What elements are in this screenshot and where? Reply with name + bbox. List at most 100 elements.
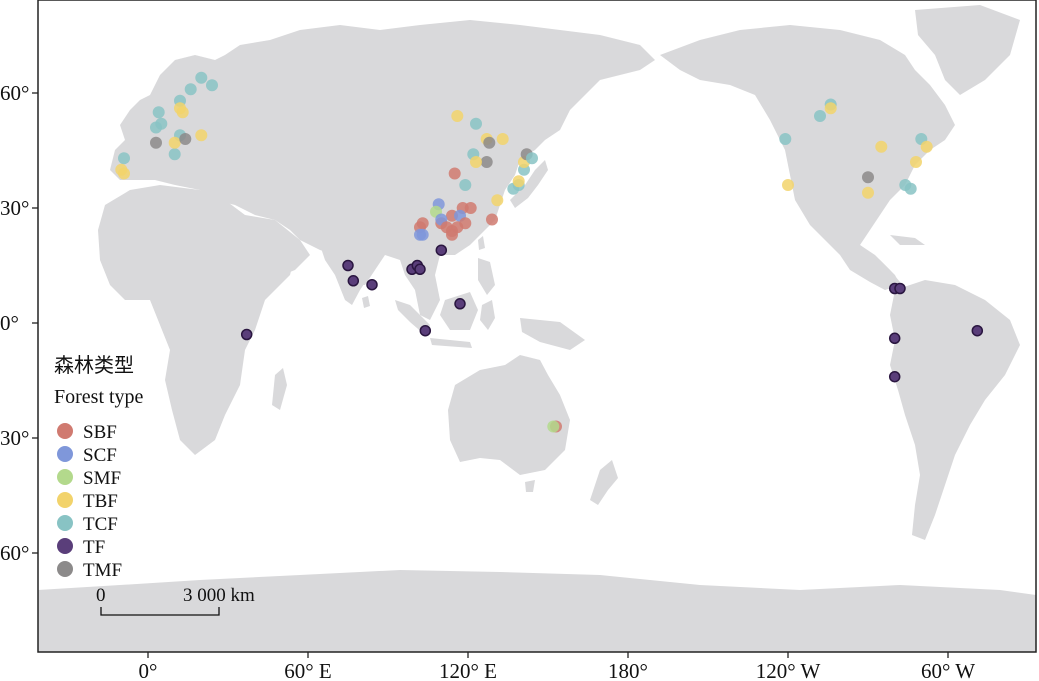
site-tf-56	[366, 278, 378, 291]
site-tcf-26	[459, 179, 472, 191]
philippines-landmass	[478, 258, 495, 295]
legend-swatch-tf	[57, 538, 73, 554]
site-tmf-72	[862, 171, 874, 184]
site-tmf-16	[150, 136, 162, 149]
sumatra-landmass	[395, 300, 430, 335]
site-tf-83	[971, 324, 984, 337]
site-tf-60	[435, 244, 448, 256]
site-tf-80	[894, 282, 906, 295]
x-axis: 0° 60° E 120° E 180° 120° W 60° W	[139, 652, 975, 681]
legend-swatch-sbf	[57, 423, 73, 439]
site-tcf-8	[168, 148, 181, 161]
site-tf-61	[454, 298, 466, 310]
scale-line	[100, 607, 220, 616]
legend-label-tf: TF	[83, 537, 105, 558]
site-tbf-69	[824, 102, 837, 115]
site-tmf-22	[483, 136, 496, 149]
newguinea-landmass	[520, 318, 585, 350]
south-america-landmass	[890, 280, 1020, 540]
australia-landmass	[448, 355, 570, 475]
site-sbf-35	[448, 167, 461, 180]
y-axis: 60° 30° 0° 30° 60°	[0, 81, 38, 565]
site-tcf-6	[206, 79, 218, 92]
site-tcf-2	[155, 117, 168, 130]
site-sbf-39	[464, 202, 477, 214]
site-tbf-25	[470, 156, 482, 168]
site-tbf-75	[920, 140, 933, 153]
site-sbf-47	[459, 217, 472, 230]
legend-label-tmf: TMF	[83, 560, 122, 581]
site-tf-55	[347, 275, 360, 287]
site-scf-52	[416, 228, 429, 241]
legend-swatch-tbf	[57, 492, 73, 508]
x-tick-label-4: 120° W	[756, 659, 821, 681]
site-tcf-5	[195, 71, 208, 84]
site-tcf-19	[470, 117, 482, 130]
legend-swatch-tmf	[57, 561, 73, 577]
sulawesi-landmass	[480, 300, 495, 330]
greenland-landmass	[915, 5, 1020, 95]
site-tcf-0	[152, 106, 165, 119]
site-sbf-53	[486, 213, 498, 226]
site-tf-59	[414, 263, 426, 276]
site-tcf-34	[526, 152, 538, 165]
tasmania-landmass	[525, 480, 535, 492]
madagascar-landmass	[272, 368, 287, 410]
y-tick-label-4: 60°	[0, 541, 29, 565]
site-tbf-15	[195, 129, 208, 142]
y-tick-label-0: 60°	[0, 81, 29, 105]
site-sbf-48	[446, 228, 458, 241]
legend-label-tcf: TCF	[83, 514, 118, 535]
site-tmf-17	[179, 133, 192, 145]
x-tick-label-2: 120° E	[439, 659, 497, 681]
north-america-landmass	[660, 25, 955, 290]
srilanka-landmass	[362, 296, 370, 308]
site-tf-81	[888, 332, 901, 345]
japan-landmass	[510, 160, 548, 208]
map-frame	[37, 0, 1037, 653]
legend-label-smf: SMF	[83, 468, 121, 489]
india-landmass	[320, 240, 375, 305]
site-tf-63	[240, 328, 253, 341]
x-tick-label-1: 60° E	[284, 659, 331, 681]
eurasia-landmass	[110, 20, 655, 320]
site-tcf-66	[779, 133, 792, 145]
taiwan-landmass	[478, 236, 485, 250]
site-tbf-14	[176, 106, 189, 119]
site-tcf-4	[184, 83, 197, 96]
cuba-landmass	[890, 235, 925, 245]
central-america-landmass	[860, 245, 900, 290]
x-tick-label-3: 180°	[608, 659, 648, 681]
legend-label-scf: SCF	[83, 445, 117, 466]
land-layer	[38, 5, 1036, 652]
scale-bar: 0 3 000 km	[96, 585, 255, 616]
site-tbf-76	[910, 156, 922, 168]
site-sbf-50	[416, 217, 429, 230]
legend-label-tbf: TBF	[83, 491, 118, 512]
newzealand-landmass	[590, 460, 618, 505]
site-tbf-30	[512, 175, 525, 188]
x-tick-label-5: 60° W	[921, 659, 975, 681]
site-tcf-67	[814, 110, 826, 122]
scale-start-label: 0	[96, 585, 106, 606]
legend-swatch-tcf	[57, 515, 73, 531]
site-tbf-27	[491, 194, 504, 207]
africa-landmass	[98, 185, 295, 455]
legend-title-cn: 森林类型	[54, 354, 134, 377]
legend-swatch-scf	[57, 446, 73, 462]
site-smf-65	[547, 420, 560, 433]
site-tf-62	[419, 324, 432, 337]
site-tmf-23	[480, 156, 493, 168]
site-tcf-78	[904, 182, 917, 195]
britain-landmass	[126, 112, 142, 148]
y-tick-label-1: 30°	[0, 196, 29, 220]
site-tcf-9	[118, 152, 130, 165]
antarctica-landmass	[38, 570, 1036, 652]
site-tf-82	[888, 370, 901, 383]
site-tbf-11	[118, 167, 130, 180]
site-tbf-12	[168, 136, 181, 149]
legend-label-sbf: SBF	[83, 422, 117, 443]
legend-swatch-smf	[57, 469, 73, 485]
